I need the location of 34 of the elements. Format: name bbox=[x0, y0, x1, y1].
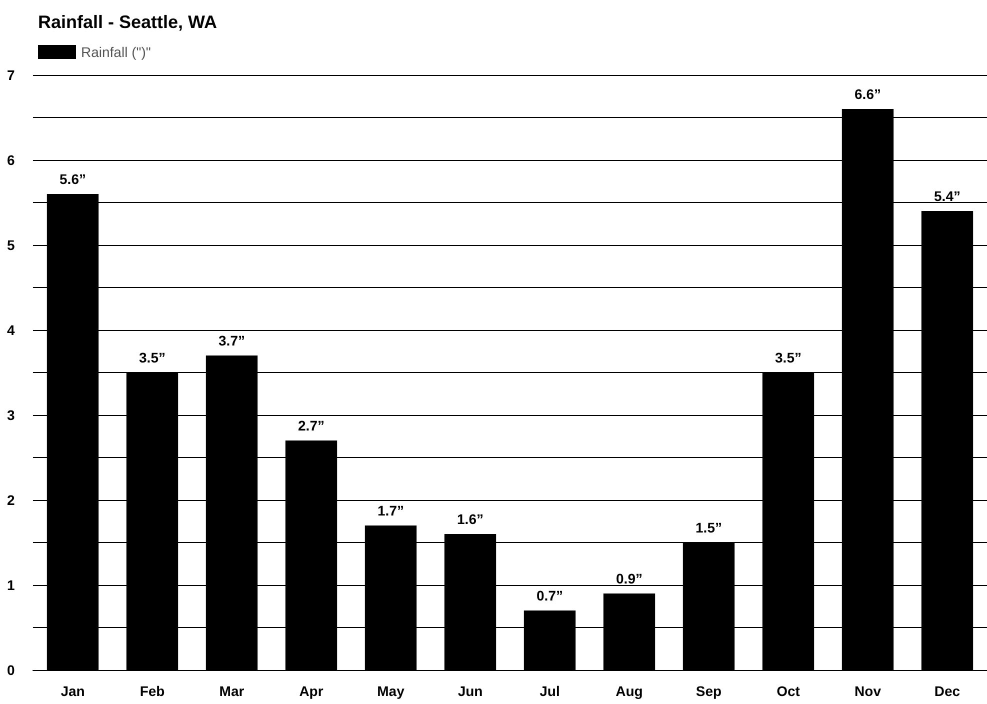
data-label: 2.7” bbox=[298, 418, 324, 434]
y-tick-label: 7 bbox=[7, 67, 15, 83]
data-label: 3.5” bbox=[775, 350, 802, 366]
data-label: 5.6” bbox=[60, 171, 86, 187]
x-tick-label: Nov bbox=[854, 683, 882, 699]
data-label: 1.5” bbox=[696, 520, 722, 536]
y-tick-label: 4 bbox=[7, 322, 15, 338]
y-tick-label: 2 bbox=[7, 492, 15, 508]
x-tick-label: Mar bbox=[219, 683, 245, 699]
x-tick-label: Jun bbox=[458, 683, 483, 699]
y-tick-label: 3 bbox=[7, 407, 15, 423]
data-label: 1.6” bbox=[457, 511, 484, 527]
y-tick-label: 5 bbox=[7, 237, 15, 253]
data-label: 0.9” bbox=[616, 570, 642, 586]
y-tick-label: 0 bbox=[7, 662, 15, 678]
y-tick-label: 1 bbox=[7, 577, 15, 593]
legend-label: Rainfall (")" bbox=[81, 44, 151, 60]
x-tick-label: Jul bbox=[540, 683, 560, 699]
chart-title: Rainfall - Seattle, WA bbox=[38, 12, 218, 32]
data-label: 3.7” bbox=[218, 332, 245, 348]
x-tick-label: May bbox=[377, 683, 405, 699]
x-tick-label: Sep bbox=[696, 683, 722, 699]
data-label: 5.4” bbox=[934, 188, 960, 204]
x-tick-label: Oct bbox=[776, 683, 800, 699]
x-tick-label: Dec bbox=[934, 683, 960, 699]
x-tick-label: Jan bbox=[60, 683, 85, 699]
data-label: 6.6” bbox=[854, 86, 881, 102]
x-tick-label: Apr bbox=[299, 683, 324, 699]
data-label: 0.7” bbox=[536, 588, 563, 604]
x-tick-label: Aug bbox=[616, 683, 643, 699]
x-tick-label: Feb bbox=[140, 683, 165, 699]
y-tick-label: 6 bbox=[7, 152, 15, 168]
data-label: 3.5” bbox=[139, 350, 166, 366]
data-label: 1.7” bbox=[378, 502, 404, 518]
